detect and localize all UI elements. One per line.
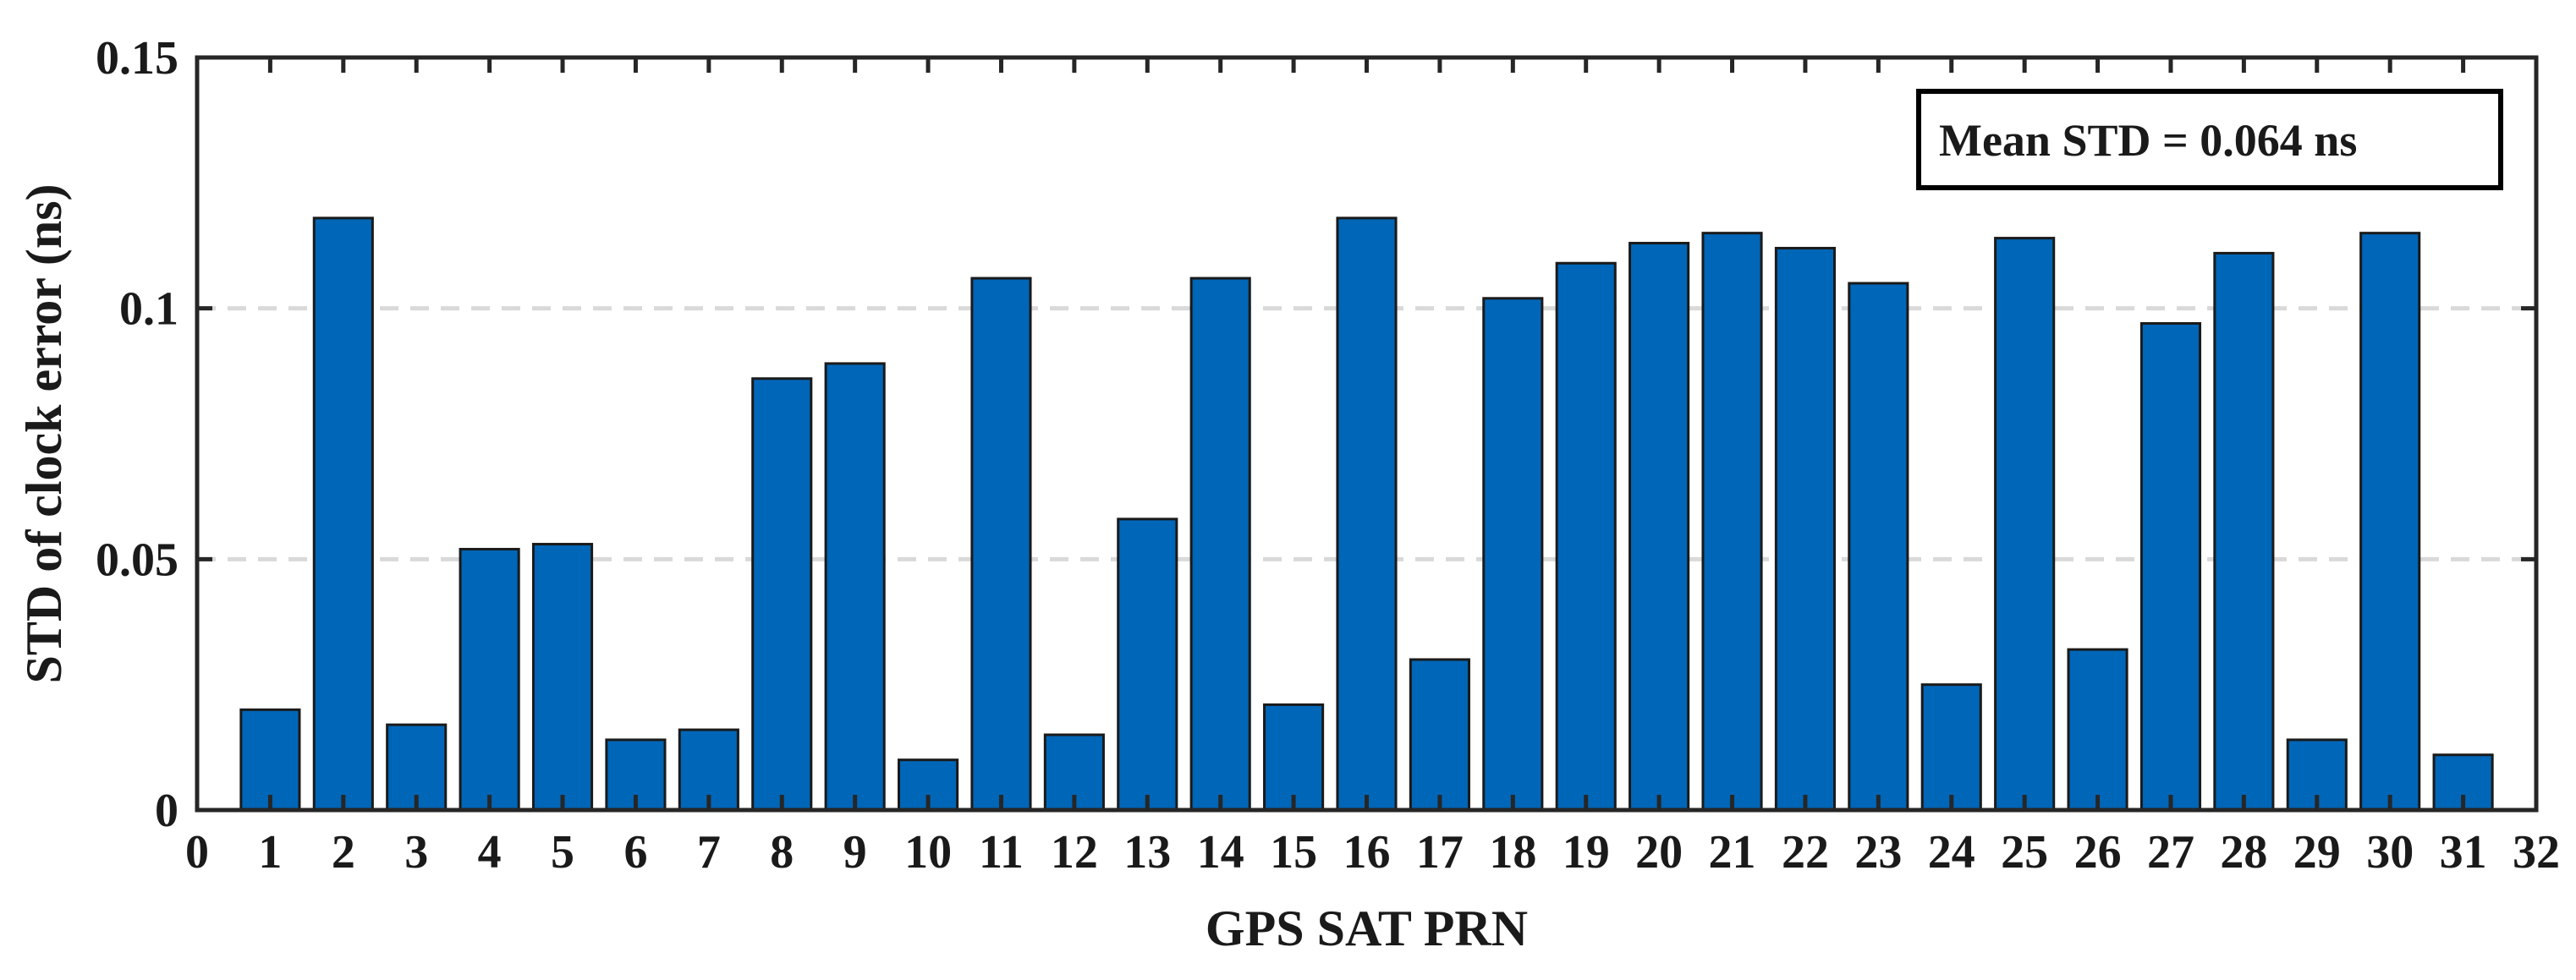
bar — [1336, 216, 1398, 812]
x-tick-label: 16 — [1343, 826, 1391, 879]
x-tick-label: 17 — [1416, 826, 1464, 879]
bar — [2067, 648, 2128, 812]
x-tick-label: 11 — [979, 826, 1024, 879]
x-tick-label: 22 — [1782, 826, 1829, 879]
x-tick-label: 27 — [2147, 826, 2194, 879]
x-tick-label: 20 — [1635, 826, 1683, 879]
x-tick-label: 2 — [332, 826, 355, 879]
bar — [751, 377, 813, 812]
bar — [1409, 658, 1470, 812]
x-tick-label: 21 — [1709, 826, 1756, 879]
x-tick-label: 14 — [1197, 826, 1244, 879]
x-tick-label: 29 — [2293, 826, 2341, 879]
x-tick-label: 28 — [2220, 826, 2267, 879]
x-tick-label: 24 — [1928, 826, 1975, 879]
bar — [531, 543, 594, 812]
bar — [1920, 683, 1982, 812]
x-tick-label: 4 — [478, 826, 502, 879]
annotation-text: Mean STD = 0.064 ns — [1939, 115, 2357, 166]
y-tick-label: 0.05 — [96, 534, 179, 586]
x-tick-label: 6 — [623, 826, 647, 879]
bar — [1848, 282, 1909, 812]
x-tick-label: 19 — [1563, 826, 1610, 879]
bar — [1994, 237, 2056, 812]
x-tick-label: 30 — [2366, 826, 2414, 879]
bar — [1482, 297, 1544, 812]
bar — [1117, 517, 1178, 812]
x-tick-label: 25 — [2001, 826, 2048, 879]
x-tick-label: 15 — [1270, 826, 1317, 879]
x-tick-label: 8 — [770, 826, 794, 879]
x-tick-label: 13 — [1123, 826, 1171, 879]
y-tick-label: 0.15 — [96, 32, 179, 85]
bar — [1189, 276, 1251, 812]
x-tick-label: 31 — [2440, 826, 2487, 879]
y-axis-title: STD of clock error (ns) — [16, 183, 72, 683]
mean-std-annotation: Mean STD = 0.064 ns — [1916, 89, 2503, 190]
x-axis-title: GPS SAT PRN — [1206, 901, 1528, 956]
x-tick-label: 3 — [404, 826, 428, 879]
bar — [824, 362, 886, 812]
y-tick-labels: 0 0.05 0.1 0.15 — [96, 32, 179, 837]
bar — [1555, 261, 1617, 812]
x-tick-labels: 0 1 2 3 4 5 6 7 8 9 10 11 12 13 14 15 16 17 18 19 20 21 22 23 24… — [185, 826, 2560, 879]
bar — [2359, 232, 2421, 812]
y-tick-label: 0.1 — [119, 283, 179, 336]
bar — [312, 216, 374, 812]
bar — [2139, 321, 2202, 812]
bar — [2213, 251, 2275, 812]
x-tick-label: 26 — [2074, 826, 2122, 879]
x-tick-label: 0 — [185, 826, 209, 879]
x-tick-label: 32 — [2513, 826, 2560, 879]
x-tick-label: 5 — [551, 826, 574, 879]
bar — [1263, 703, 1325, 812]
y-tick-label: 0 — [155, 785, 179, 837]
x-tick-label: 10 — [904, 826, 952, 879]
x-tick-label: 23 — [1854, 826, 1902, 879]
x-tick-label: 9 — [843, 826, 867, 879]
x-tick-label: 1 — [258, 826, 282, 879]
x-tick-label: 18 — [1489, 826, 1536, 879]
bar — [1774, 246, 1836, 812]
x-tick-label: 12 — [1051, 826, 1098, 879]
bars — [239, 216, 2494, 812]
annotation-box — [1916, 89, 2503, 190]
bar — [970, 276, 1032, 812]
axis-ticks — [195, 55, 2539, 813]
bar — [1629, 242, 1690, 812]
bar — [1701, 232, 1763, 812]
x-tick-label: 7 — [697, 826, 721, 879]
bar — [459, 547, 520, 812]
